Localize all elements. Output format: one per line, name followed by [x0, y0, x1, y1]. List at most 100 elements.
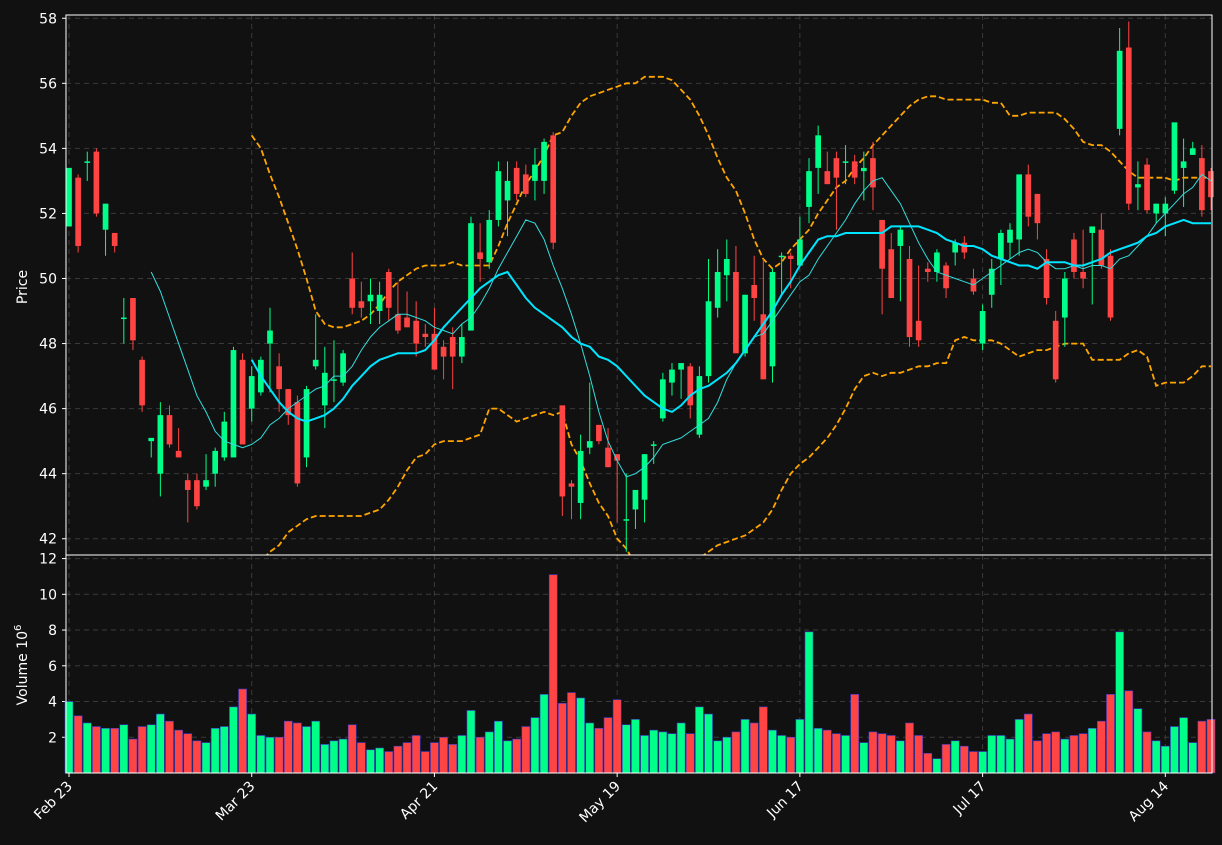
volume-bar	[256, 735, 266, 774]
volume-bar	[795, 719, 805, 774]
candle-body	[787, 255, 794, 259]
volume-bar	[375, 747, 384, 774]
volume-bar	[777, 735, 786, 774]
candle-body	[449, 337, 456, 357]
volume-bar	[219, 726, 229, 774]
candle-body	[1080, 271, 1086, 279]
volume-bar	[402, 742, 412, 774]
volume-bar	[759, 706, 768, 774]
candle-body	[331, 379, 337, 381]
volume-bar	[585, 722, 595, 774]
price-tick-label: 50	[39, 271, 57, 287]
volume-bar	[119, 724, 129, 774]
moving-averages	[150, 173, 1212, 478]
volume-bar	[685, 733, 695, 774]
candle-body	[842, 161, 849, 163]
volume-bar	[850, 694, 860, 774]
candle-body	[924, 268, 931, 272]
candle-body	[596, 424, 602, 442]
volume-bar	[1069, 735, 1079, 774]
candle-body	[1171, 122, 1178, 191]
volume-bar	[896, 740, 905, 774]
candle-body	[111, 232, 118, 246]
candle-body	[1144, 164, 1150, 211]
volume-bar	[1206, 719, 1216, 774]
volume-bar	[658, 731, 668, 774]
candle-body	[239, 359, 246, 445]
volume-bar	[731, 731, 741, 774]
candle-body	[723, 258, 730, 276]
volume-bar	[941, 744, 951, 774]
volume-bar	[1097, 720, 1106, 774]
volume-bar	[621, 724, 631, 774]
volume-bar	[283, 720, 293, 774]
volume-bar	[192, 740, 202, 774]
candle-body	[888, 249, 895, 299]
volume-bar	[905, 722, 914, 774]
volume-bar	[357, 742, 366, 774]
volume-bar	[1087, 728, 1097, 774]
volume-bar	[786, 736, 796, 774]
volume-axis-label-text: Volume 10	[15, 631, 31, 705]
volume-bar	[137, 726, 147, 774]
price-tick-label: 58	[39, 11, 57, 27]
volume-bar	[1033, 740, 1042, 774]
candle-body	[833, 158, 840, 178]
volume-bar	[667, 733, 677, 774]
candle-body	[532, 164, 538, 181]
volume-bar	[183, 733, 193, 774]
price-axis-label: Price	[15, 270, 31, 304]
candle-body	[276, 366, 282, 390]
candle-body	[267, 330, 273, 344]
volume-bar	[475, 736, 485, 774]
volume-bar	[704, 713, 713, 774]
candle-body	[559, 405, 566, 497]
volume-tick-label: 4	[48, 695, 57, 711]
candle-body	[541, 141, 547, 181]
volume-bar	[201, 742, 211, 774]
candle-body	[1089, 226, 1096, 233]
candle-body	[742, 294, 748, 354]
volume-bar	[877, 733, 887, 774]
candle-body	[769, 271, 776, 367]
volume-bar	[411, 735, 421, 774]
candle-body	[851, 161, 858, 178]
volume-bar	[484, 731, 494, 774]
candle-body	[979, 311, 986, 344]
candle-body	[367, 294, 374, 302]
volume-bar	[649, 729, 659, 774]
candle-body	[1116, 50, 1123, 129]
candle-body	[139, 359, 145, 406]
candle-body	[988, 268, 995, 295]
candle-body	[376, 294, 383, 312]
volume-bar	[740, 719, 750, 774]
candle-body	[349, 278, 356, 308]
candle-body	[1199, 158, 1205, 211]
volume-bar	[73, 715, 83, 774]
candle-body	[1071, 239, 1077, 272]
candle-body	[1208, 171, 1214, 198]
volume-bar	[503, 740, 512, 774]
volume-bar	[804, 631, 814, 774]
volume-bar	[521, 726, 531, 774]
volume-bar	[448, 744, 458, 774]
candle-body	[824, 171, 831, 185]
candle-body	[385, 271, 392, 308]
candle-body	[1153, 203, 1160, 214]
candle-body	[623, 519, 630, 521]
candle-body	[568, 483, 575, 487]
candle-body	[1052, 320, 1059, 380]
volume-bar	[302, 726, 311, 774]
candle-body	[285, 389, 292, 416]
volume-bar	[768, 729, 777, 774]
volume-bar	[548, 574, 558, 774]
candle-body	[733, 271, 739, 354]
volume-bar	[439, 736, 448, 774]
candle-body	[1098, 229, 1105, 266]
volume-bar	[110, 728, 119, 774]
volume-bar	[1124, 690, 1134, 774]
candle-body	[879, 219, 885, 269]
candle-body	[294, 402, 301, 484]
volume-bar	[841, 735, 850, 774]
